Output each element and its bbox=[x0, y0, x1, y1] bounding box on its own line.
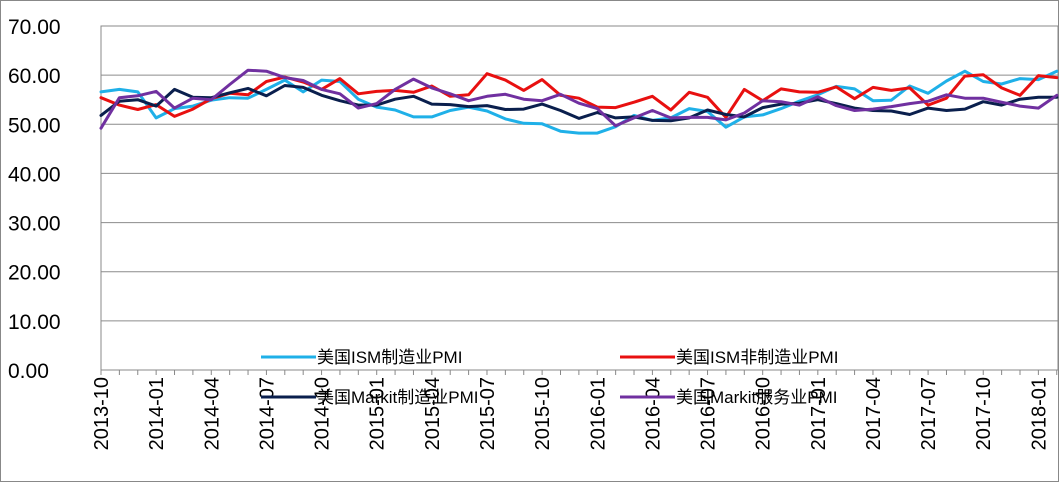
x-tick-label: 2017-01 bbox=[808, 377, 830, 450]
y-tick-label: 30.00 bbox=[8, 213, 61, 236]
x-tick-label: 2015-01 bbox=[367, 377, 389, 450]
y-tick-label: 20.00 bbox=[8, 262, 61, 285]
series-line-3 bbox=[99, 84, 1059, 123]
x-tick-label: 2017-10 bbox=[973, 377, 995, 450]
x-tick-label: 2014-04 bbox=[201, 377, 223, 450]
legend-label: 美国ISM非制造业PMI bbox=[676, 348, 838, 367]
x-tick-label: 2015-07 bbox=[477, 377, 499, 450]
series-line-2 bbox=[99, 72, 1059, 119]
series-line-4 bbox=[99, 68, 1059, 130]
legend: 美国ISM制造业PMI 美国ISM非制造业PMI 美国Markit制造业PMI 美国M… bbox=[261, 348, 838, 407]
y-axis: 0.00 10.00 20.00 30.00 40.00 50.00 60.00 70.00 bbox=[8, 16, 61, 383]
series-lines bbox=[99, 68, 1059, 135]
x-tick-label: 2014-07 bbox=[256, 377, 278, 450]
x-tick-label: 2018-01 bbox=[1028, 377, 1050, 450]
x-tick-label: 2014-10 bbox=[312, 377, 334, 450]
y-tick-label: 70.00 bbox=[8, 16, 61, 39]
x-axis: 2013-10 2014-01 2014-04 2014-07 2014-10 2015-… bbox=[91, 370, 1058, 450]
x-tick-label: 2016-04 bbox=[642, 377, 664, 450]
x-tick-label: 2014-01 bbox=[146, 377, 168, 450]
legend-label: 美国Markit服务业PMI bbox=[676, 388, 838, 407]
x-tick-label: 2017-04 bbox=[863, 377, 885, 450]
y-tick-label: 50.00 bbox=[8, 114, 61, 137]
x-tick-label: 2015-04 bbox=[422, 377, 444, 450]
y-tick-label: 0.00 bbox=[8, 360, 49, 383]
plot-area bbox=[100, 25, 1059, 371]
legend-label: 美国ISM制造业PMI bbox=[317, 348, 462, 367]
legend-label: 美国Markit制造业PMI bbox=[317, 388, 479, 407]
y-tick-label: 40.00 bbox=[8, 163, 61, 186]
x-tick-label: 2015-10 bbox=[532, 377, 554, 450]
x-tick-label: 2013-10 bbox=[91, 377, 113, 450]
x-tick-label: 2016-01 bbox=[587, 377, 609, 450]
x-tick-label: 2017-07 bbox=[918, 377, 940, 450]
x-tick-label: 2016-10 bbox=[753, 377, 775, 450]
x-tick-label: 2016-07 bbox=[698, 377, 720, 450]
y-tick-label: 60.00 bbox=[8, 65, 61, 88]
y-tick-label: 10.00 bbox=[8, 311, 61, 334]
